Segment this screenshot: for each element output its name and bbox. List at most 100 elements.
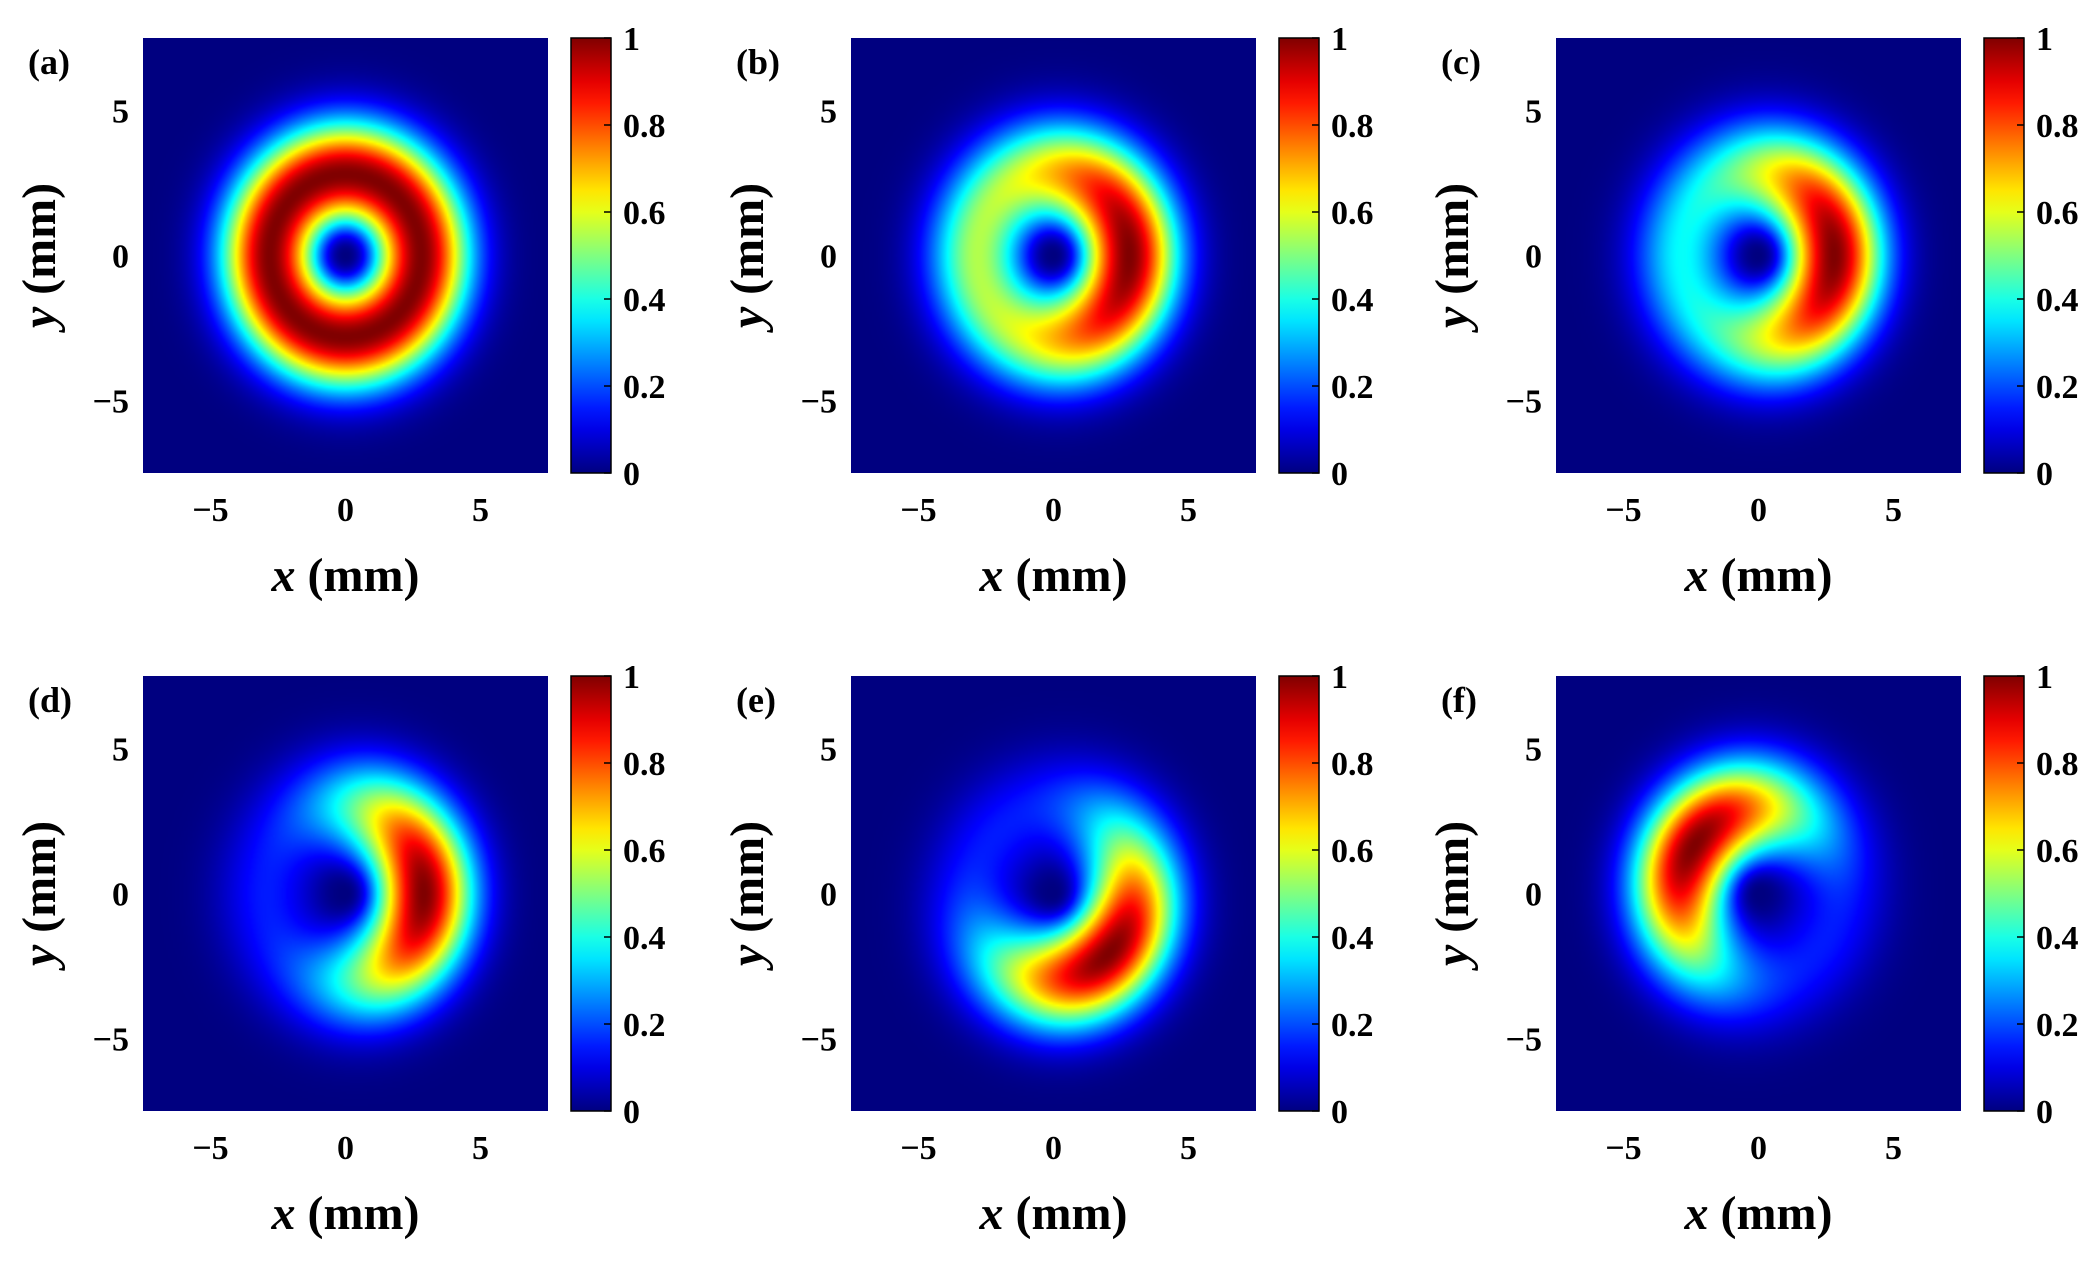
- x-tick-label: 0: [1045, 1130, 1062, 1167]
- panel-label: (f): [1441, 680, 1477, 720]
- y-tick-label: 0: [112, 239, 129, 276]
- colorbar: [1984, 38, 2024, 473]
- y-tick-label: 0: [1525, 877, 1542, 914]
- heatmap-image: [1556, 38, 1961, 473]
- x-axis-title: x (mm): [271, 1187, 420, 1240]
- panel-a: −5 0 5 5 0 −5 x (mm) y (mm) (a) 1 0.8 0.6 0.4 0.2 0: [13, 21, 666, 602]
- colorbar-frame: [1983, 675, 2025, 1112]
- x-tick-label: 5: [1885, 492, 1902, 529]
- x-tick-label: 5: [1180, 1130, 1197, 1167]
- colorbar-tick-label: 0: [623, 456, 640, 493]
- colorbar-tick-label: 0: [1331, 456, 1348, 493]
- y-tick-label: −5: [1506, 1022, 1542, 1059]
- y-tick-label: −5: [801, 384, 837, 421]
- y-tick-label: 0: [112, 877, 129, 914]
- colorbar-frame: [1278, 675, 1320, 1112]
- colorbar-tick-label: 0.4: [623, 920, 666, 957]
- heatmap-image: [143, 38, 548, 473]
- heatmap-image: [851, 676, 1256, 1111]
- x-tick-label: 5: [1885, 1130, 1902, 1167]
- x-tick-label: −5: [1605, 492, 1641, 529]
- colorbar-tick-label: 0.8: [1331, 108, 1374, 145]
- heatmap-image: [1556, 676, 1961, 1111]
- panel-e: −5 0 5 5 0 −5 x (mm) y (mm) (e) 1 0.8 0.6 0.4 0.2 0: [721, 659, 1374, 1240]
- colorbar-tick-label: 0.4: [623, 282, 666, 319]
- colorbar-tick-label: 1: [1331, 21, 1348, 58]
- x-axis-title: x (mm): [979, 549, 1128, 602]
- colorbar-tick-label: 0: [2036, 1094, 2053, 1131]
- colorbar-tick-label: 1: [2036, 659, 2053, 696]
- x-tick-label: 0: [1750, 492, 1767, 529]
- y-axis-title: y (mm): [721, 183, 774, 333]
- y-tick-label: −5: [93, 1022, 129, 1059]
- y-tick-label: 5: [1525, 94, 1542, 131]
- y-axis-title: y (mm): [721, 821, 774, 971]
- y-axis-title: y (mm): [1426, 183, 1479, 333]
- y-tick-label: 5: [112, 94, 129, 131]
- colorbar-tick-label: 0.2: [2036, 1007, 2079, 1044]
- colorbar-tick-label: 0.6: [2036, 195, 2079, 232]
- colorbar-tick-label: 0.6: [1331, 833, 1374, 870]
- x-tick-label: 0: [337, 492, 354, 529]
- colorbar-tick-label: 0.2: [1331, 369, 1374, 406]
- y-tick-label: −5: [1506, 384, 1542, 421]
- panel-label: (e): [736, 680, 776, 720]
- colorbar-tick-label: 0.2: [1331, 1007, 1374, 1044]
- colorbar: [1984, 676, 2024, 1111]
- colorbar: [1279, 38, 1319, 473]
- heatmap-image: [143, 676, 548, 1111]
- panel-d: −5 0 5 5 0 −5 x (mm) y (mm) (d) 1 0.8 0.6 0.4 0.2 0: [13, 659, 666, 1240]
- colorbar-tick-label: 0.2: [2036, 369, 2079, 406]
- colorbar-frame: [1278, 37, 1320, 474]
- colorbar: [571, 38, 611, 473]
- colorbar-tick-label: 1: [623, 21, 640, 58]
- heatmap-image: [851, 38, 1256, 473]
- x-tick-label: 5: [472, 492, 489, 529]
- colorbar-tick-label: 0.8: [623, 108, 666, 145]
- colorbar-tick-label: 0.4: [2036, 920, 2079, 957]
- x-axis-title: x (mm): [271, 549, 420, 602]
- y-tick-label: 5: [820, 732, 837, 769]
- colorbar-frame: [1983, 37, 2025, 474]
- y-tick-label: −5: [93, 384, 129, 421]
- colorbar-tick-label: 0: [623, 1094, 640, 1131]
- x-tick-label: 5: [472, 1130, 489, 1167]
- x-tick-label: −5: [192, 492, 228, 529]
- x-axis-title: x (mm): [979, 1187, 1128, 1240]
- colorbar-tick-label: 0.4: [1331, 920, 1374, 957]
- x-tick-label: 0: [337, 1130, 354, 1167]
- x-tick-label: 0: [1045, 492, 1062, 529]
- panel-f: −5 0 5 5 0 −5 x (mm) y (mm) (f) 1 0.8 0.6 0.4 0.2 0: [1426, 659, 2079, 1240]
- colorbar-frame: [570, 37, 612, 474]
- y-axis-title: y (mm): [1426, 821, 1479, 971]
- panel-label: (c): [1441, 42, 1481, 82]
- x-tick-label: 0: [1750, 1130, 1767, 1167]
- colorbar-tick-label: 0.8: [1331, 746, 1374, 783]
- x-axis-title: x (mm): [1684, 549, 1833, 602]
- colorbar-tick-label: 0.2: [623, 1007, 666, 1044]
- colorbar-tick-label: 1: [623, 659, 640, 696]
- colorbar: [1279, 676, 1319, 1111]
- x-tick-label: −5: [900, 1130, 936, 1167]
- y-tick-label: 0: [1525, 239, 1542, 276]
- y-axis-title: y (mm): [13, 183, 66, 333]
- colorbar-tick-label: 0.6: [623, 195, 666, 232]
- panel-label: (d): [28, 680, 72, 720]
- colorbar-tick-label: 0.6: [1331, 195, 1374, 232]
- panel-b: −5 0 5 5 0 −5 x (mm) y (mm) (b) 1 0.8 0.6 0.4 0.2 0: [721, 21, 1374, 602]
- colorbar-tick-label: 0.8: [2036, 108, 2079, 145]
- y-axis-title: y (mm): [13, 821, 66, 971]
- y-tick-label: 0: [820, 239, 837, 276]
- colorbar-tick-label: 0.4: [2036, 282, 2079, 319]
- panel-label: (a): [28, 42, 70, 82]
- colorbar-tick-label: 1: [1331, 659, 1348, 696]
- panel-c: −5 0 5 5 0 −5 x (mm) y (mm) (c) 1 0.8 0.6 0.4 0.2 0: [1426, 21, 2079, 602]
- colorbar-tick-label: 0.4: [1331, 282, 1374, 319]
- colorbar-tick-label: 1: [2036, 21, 2053, 58]
- colorbar-tick-label: 0: [2036, 456, 2053, 493]
- y-tick-label: 0: [820, 877, 837, 914]
- colorbar: [571, 676, 611, 1111]
- colorbar-tick-label: 0.8: [623, 746, 666, 783]
- x-tick-label: −5: [900, 492, 936, 529]
